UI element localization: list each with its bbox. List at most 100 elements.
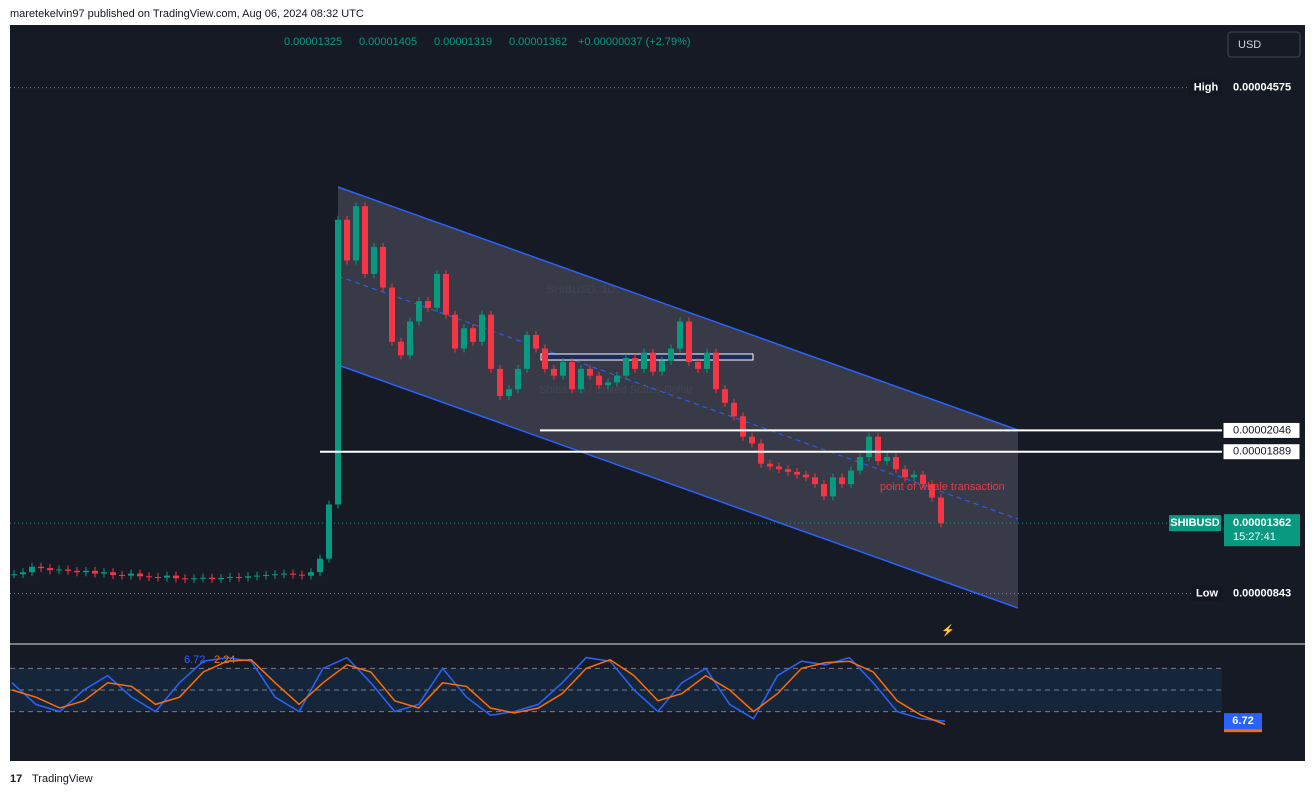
low-tag — [1192, 585, 1223, 602]
ohlc-value: 0.00001362 — [509, 36, 567, 48]
candle — [56, 569, 62, 571]
ohlc-value: 0.00001319 — [434, 36, 492, 48]
candle — [362, 206, 368, 274]
candle — [47, 568, 53, 571]
high-label: High — [1194, 82, 1219, 94]
candle — [434, 274, 440, 308]
countdown: 15:27:41 — [1233, 531, 1276, 543]
candle — [569, 362, 575, 390]
candle — [398, 341, 404, 356]
channel-mid — [337, 275, 1019, 520]
candle — [137, 573, 143, 577]
candle — [254, 575, 260, 577]
candle — [506, 389, 512, 396]
candle — [704, 352, 710, 369]
candle — [821, 484, 827, 497]
stoch-current: 6.72 — [184, 654, 205, 666]
ohlc-value: +0.00000037 (+2.79%) — [578, 36, 691, 48]
candle — [776, 466, 782, 470]
candle — [443, 274, 449, 315]
candle — [731, 402, 737, 417]
candle — [812, 477, 818, 485]
symbol-label: SHIBUSD — [1170, 517, 1220, 529]
candle — [749, 436, 755, 444]
candle — [407, 321, 413, 356]
candle — [326, 504, 332, 559]
candle — [830, 477, 836, 497]
candle — [605, 382, 611, 386]
candle — [695, 362, 701, 369]
candle — [92, 570, 98, 574]
candle — [560, 362, 566, 376]
candle — [200, 577, 206, 579]
candle — [533, 335, 539, 349]
candle — [677, 321, 683, 349]
footer-brand: TradingView — [32, 773, 93, 785]
candle — [767, 463, 773, 467]
candle — [245, 576, 251, 578]
candle — [416, 301, 422, 322]
channel-upper — [337, 186, 1019, 431]
event-icon[interactable]: ⚡ — [941, 624, 955, 637]
candle — [713, 352, 719, 390]
candle — [659, 360, 665, 372]
candle — [155, 576, 161, 578]
symbol-tag — [1169, 515, 1221, 532]
candle — [128, 573, 134, 576]
currency-button[interactable] — [1227, 31, 1301, 58]
candle — [74, 570, 80, 573]
low-label: Low — [1196, 587, 1218, 599]
candle — [740, 416, 746, 437]
candle — [470, 328, 476, 342]
candle — [641, 352, 647, 369]
candle — [866, 436, 872, 457]
candle — [182, 578, 188, 580]
high-value: 0.00004575 — [1233, 82, 1291, 94]
candle — [263, 574, 269, 576]
ohlc-value: 0.00001325 — [284, 36, 342, 48]
candle — [524, 335, 530, 369]
candle — [902, 469, 908, 478]
candle — [218, 577, 224, 579]
ohlc-header: 0.00001325 0.00001405 0.00001319 0.00001362… — [284, 36, 691, 48]
low-value: 0.00000843 — [1233, 587, 1291, 599]
candle — [110, 572, 116, 575]
candle — [83, 570, 89, 573]
candle — [119, 574, 125, 576]
chart-pane — [10, 25, 1305, 761]
annotation: point of whale transaction — [880, 481, 1005, 493]
candle — [668, 348, 674, 361]
level-tag — [1222, 443, 1301, 461]
candle — [614, 375, 620, 383]
candle — [29, 566, 35, 573]
candle — [893, 457, 899, 470]
candle — [452, 314, 458, 349]
candle — [875, 436, 881, 462]
candle — [344, 219, 350, 261]
level-value: 0.00001889 — [1233, 446, 1291, 458]
currency[interactable]: USD — [1238, 39, 1261, 51]
candle — [722, 389, 728, 403]
candle — [650, 352, 656, 372]
candle — [20, 572, 26, 575]
candle — [596, 375, 602, 386]
candle — [281, 573, 287, 575]
candle — [425, 301, 431, 308]
candle — [794, 471, 800, 475]
candle — [308, 572, 314, 576]
candle — [632, 358, 638, 369]
level-tag — [1222, 421, 1301, 439]
candle — [839, 477, 845, 485]
candle — [317, 558, 323, 573]
candle — [848, 470, 854, 485]
channel-lower — [337, 364, 1019, 609]
byline: maretekelvin97 published on TradingView.… — [10, 8, 364, 20]
ohlc-value: 0.00001405 — [359, 36, 417, 48]
candle — [290, 573, 296, 575]
stoch-tag-d — [1224, 729, 1262, 733]
candle — [938, 497, 944, 524]
candle — [803, 474, 809, 478]
high-tag — [1189, 79, 1223, 96]
stoch-line — [11, 656, 946, 722]
